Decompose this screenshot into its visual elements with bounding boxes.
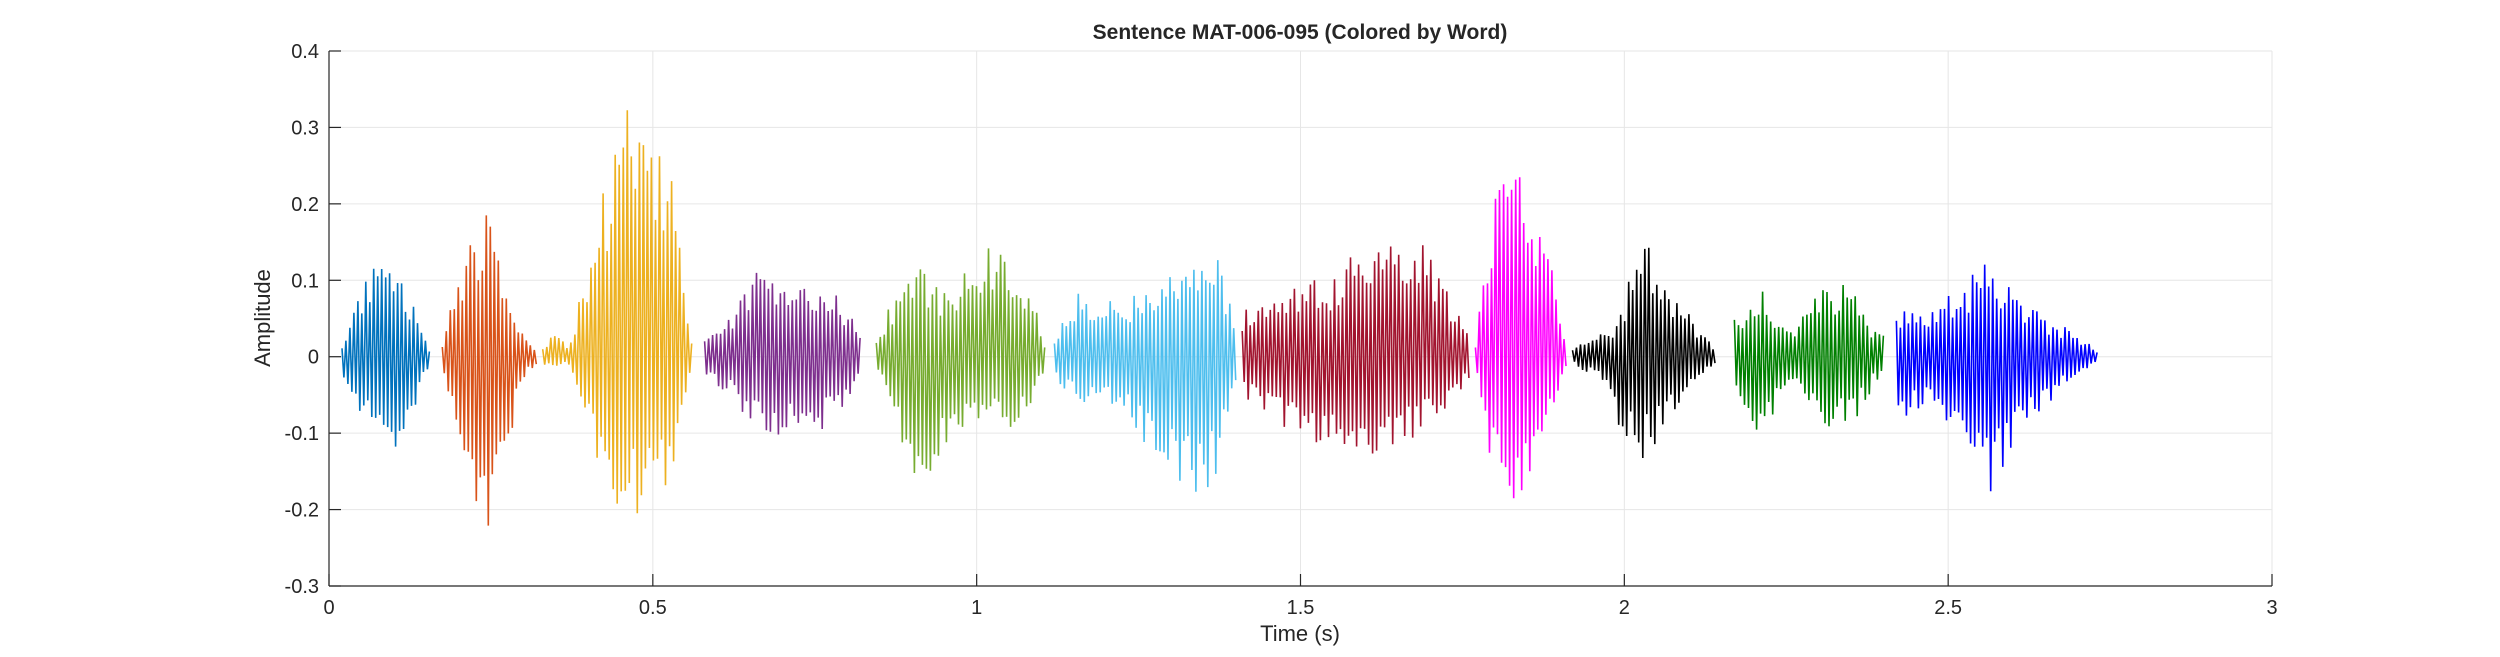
- word-1-waveform: [341, 268, 431, 447]
- word-4-waveform: [703, 272, 861, 435]
- word-10-waveform: [1733, 284, 1885, 430]
- x-tick-label: 3: [2266, 597, 2277, 619]
- y-tick-label: 0.3: [291, 117, 319, 139]
- y-tick-label: 0: [308, 347, 319, 369]
- word-8-waveform: [1474, 177, 1567, 499]
- axes: [328, 50, 2273, 587]
- y-tick-label: 0.1: [291, 270, 319, 292]
- word-3-waveform: [541, 110, 693, 514]
- word-7-waveform: [1241, 245, 1470, 454]
- x-tick-label: 2.5: [1934, 597, 1962, 619]
- word-11-waveform: [1895, 264, 2098, 492]
- x-tick-label: 1: [971, 597, 982, 619]
- tick-labels: 0 0.5 1 1.5 2 2.5 3 -0.3 -0.2 -0.1 0 0.1 0.2 0.3 0.4: [285, 41, 2278, 619]
- x-tick-label: 2: [1619, 597, 1630, 619]
- chart-title: Sentence MAT-006-095 (Colored by Word): [1093, 21, 1508, 44]
- word-9-waveform: [1571, 247, 1716, 459]
- y-axis-label: Amplitude: [250, 269, 275, 367]
- word-5-waveform: [875, 248, 1046, 474]
- word-6-waveform: [1053, 260, 1237, 492]
- x-axis-label: Time (s): [1260, 621, 1340, 646]
- x-tick-label: 0: [323, 597, 334, 619]
- y-tick-label: 0.4: [291, 41, 319, 63]
- x-tick-label: 0.5: [639, 597, 667, 619]
- y-tick-label: -0.3: [285, 576, 319, 598]
- y-tick-label: -0.1: [285, 423, 319, 445]
- x-tick-label: 1.5: [1287, 597, 1315, 619]
- word-2-waveform: [441, 215, 538, 526]
- y-tick-label: 0.2: [291, 194, 319, 216]
- series-group: [341, 110, 2098, 526]
- y-tick-label: -0.2: [285, 500, 319, 522]
